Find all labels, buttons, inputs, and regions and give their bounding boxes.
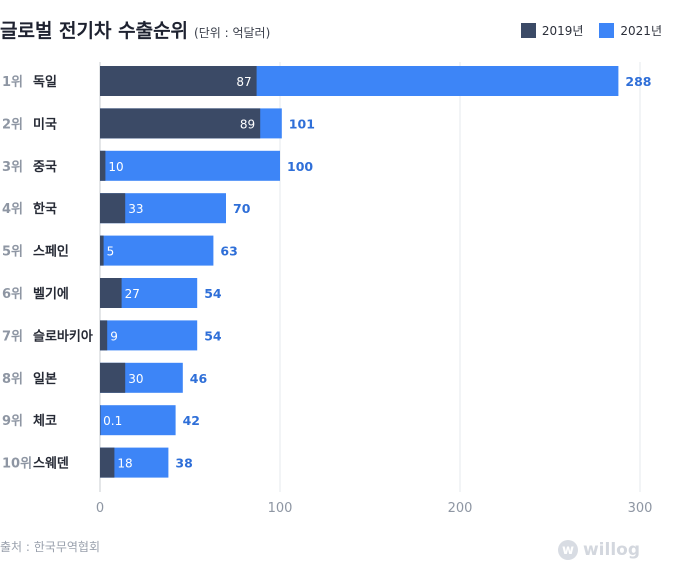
bar-2019 <box>100 278 122 308</box>
value-label-2019: 9 <box>110 329 118 343</box>
bar-2019 <box>100 447 115 478</box>
bar-2021 <box>100 320 198 351</box>
rank-label: 3위 <box>2 160 23 175</box>
value-label-2019: 10 <box>108 160 123 174</box>
legend-swatch-2019 <box>520 23 536 38</box>
rank-label: 9위 <box>2 414 23 429</box>
bar-2019 <box>100 193 126 224</box>
value-label-2021: 42 <box>183 413 200 428</box>
legend: 2019년 2021년 <box>520 22 662 39</box>
chart-unit: (단위 : 억달러) <box>194 26 271 40</box>
rank-label: 5위 <box>2 245 23 260</box>
value-label-2021: 70 <box>233 201 251 216</box>
value-label-2019: 18 <box>117 457 132 471</box>
value-label-2021: 100 <box>287 159 313 174</box>
country-label: 한국 <box>33 201 57 217</box>
country-label: 스페인 <box>33 244 69 260</box>
bar-2019 <box>100 362 126 393</box>
value-label-2019: 33 <box>128 202 143 216</box>
country-label: 벨기에 <box>33 286 69 302</box>
rank-label: 1위 <box>2 75 23 90</box>
country-label: 슬로바키아 <box>33 328 93 344</box>
rank-label: 2위 <box>2 117 23 132</box>
country-label: 일본 <box>33 372 57 387</box>
legend-label-2021: 2021년 <box>620 24 662 38</box>
rank-label: 4위 <box>2 202 23 217</box>
value-label-2021: 38 <box>175 456 192 471</box>
bar-2019 <box>100 320 108 351</box>
bar-2019 <box>100 235 104 266</box>
chart-title: 글로벌 전기차 수출순위 (단위 : 억달러) <box>0 16 270 43</box>
bar-2021 <box>100 235 214 266</box>
x-tick-label: 300 <box>628 501 653 516</box>
legend-label-2019: 2019년 <box>541 24 584 38</box>
value-label-2021: 54 <box>204 328 222 343</box>
value-label-2019: 30 <box>128 372 143 386</box>
country-label: 체코 <box>33 414 57 429</box>
country-label: 스웨덴 <box>33 456 69 472</box>
rank-label: 10위 <box>2 457 32 472</box>
x-tick-label: 0 <box>96 501 104 516</box>
value-label-2019: 0.1 <box>103 414 122 428</box>
legend-swatch-2021 <box>599 23 615 38</box>
willog-logo: w willog <box>557 540 640 560</box>
chart-title-text: 글로벌 전기차 수출순위 <box>0 20 189 42</box>
x-tick-label: 100 <box>268 501 293 516</box>
value-label-2021: 63 <box>220 244 237 259</box>
value-label-2021: 288 <box>625 74 651 89</box>
bar-2019 <box>100 405 101 436</box>
bar-chart: 0 100 200 300 1위 독일 87 288 2위 미국 89 101 3위 중국 10 100 4위 한… <box>2 62 653 516</box>
bar-2021 <box>100 405 176 436</box>
bar-2019 <box>100 108 261 139</box>
country-label: 독일 <box>33 75 57 90</box>
value-label-2021: 54 <box>204 286 222 301</box>
value-label-2019: 27 <box>125 287 140 301</box>
value-label-2021: 101 <box>289 116 315 131</box>
source-note: 출처 : 한국무역협회 <box>0 540 100 554</box>
bar-2019 <box>100 150 106 181</box>
logo-mark-icon: w <box>557 540 578 560</box>
legend-item-2019: 2019년 <box>520 22 584 39</box>
rank-label: 8위 <box>2 372 23 387</box>
country-label: 미국 <box>33 116 57 132</box>
rank-label: 7위 <box>2 329 23 344</box>
value-label-2019: 89 <box>240 117 255 131</box>
legend-item-2021: 2021년 <box>599 22 662 39</box>
value-label-2019: 5 <box>107 245 115 259</box>
x-tick-label: 200 <box>448 501 473 516</box>
logo-text: willog <box>582 540 640 560</box>
bar-2019 <box>100 66 257 96</box>
bar-2021 <box>100 150 280 181</box>
value-label-2021: 46 <box>190 371 208 386</box>
rank-label: 6위 <box>2 287 23 302</box>
value-label-2019: 87 <box>236 75 251 89</box>
country-label: 중국 <box>33 160 57 175</box>
